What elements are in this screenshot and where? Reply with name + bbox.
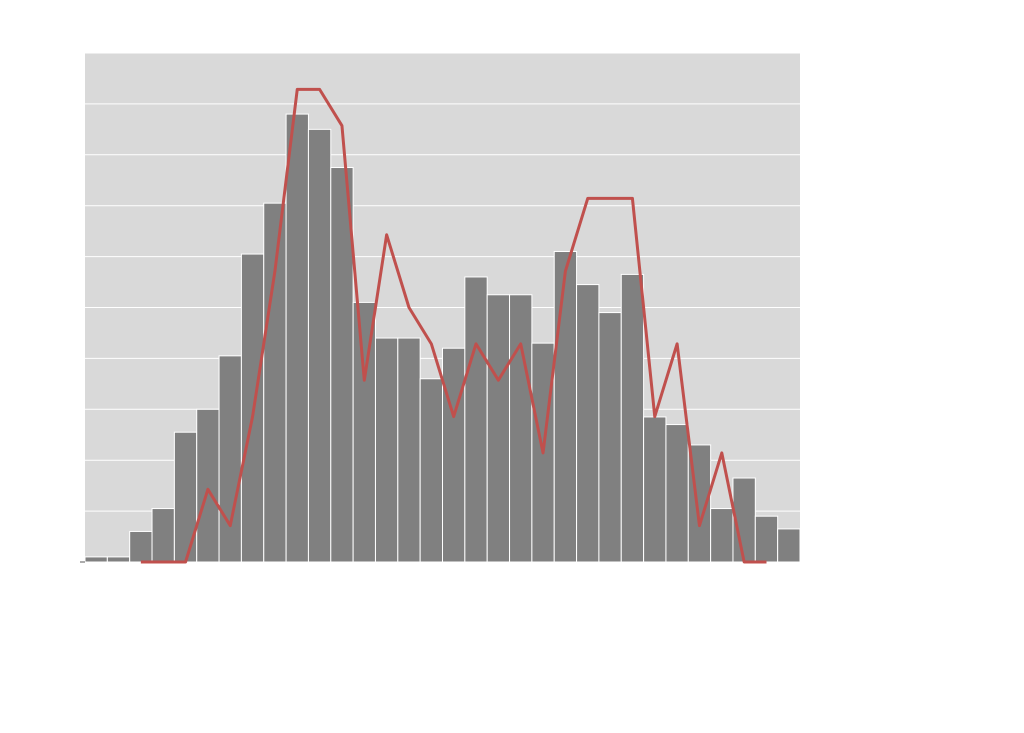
bar bbox=[420, 379, 442, 562]
bar bbox=[577, 285, 599, 562]
bar bbox=[487, 295, 509, 562]
bar bbox=[510, 295, 532, 562]
chart-svg bbox=[0, 0, 1024, 733]
bar bbox=[219, 356, 241, 562]
bar bbox=[778, 529, 800, 562]
bar bbox=[644, 417, 666, 562]
bar bbox=[621, 274, 643, 562]
bar bbox=[554, 252, 576, 562]
bar bbox=[465, 277, 487, 562]
bar bbox=[197, 409, 219, 562]
bar bbox=[711, 509, 733, 562]
bar bbox=[599, 313, 621, 562]
bar bbox=[174, 432, 196, 562]
bar bbox=[130, 531, 152, 562]
bar bbox=[107, 557, 129, 562]
chart-container bbox=[0, 0, 1024, 733]
bar bbox=[755, 516, 777, 562]
bar bbox=[443, 348, 465, 562]
bar bbox=[152, 509, 174, 562]
bar bbox=[398, 338, 420, 562]
bar bbox=[286, 114, 308, 562]
bar bbox=[353, 302, 375, 562]
bar bbox=[85, 557, 107, 562]
bar bbox=[308, 129, 330, 562]
bar bbox=[375, 338, 397, 562]
bar bbox=[264, 203, 286, 562]
bar bbox=[666, 425, 688, 562]
